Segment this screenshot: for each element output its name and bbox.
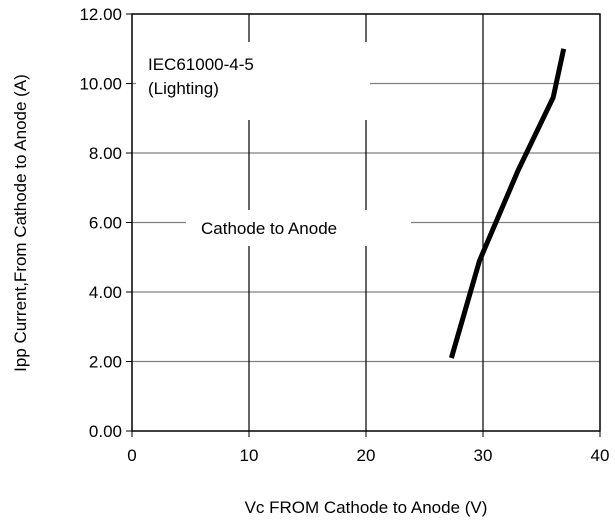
tick-labels: 0.00 2.00 4.00 6.00 8.00 10.00 12.00 0 10 20 30 40 [79,5,609,465]
x-axis-label: Vc FROM Cathode to Anode (V) [245,498,488,517]
y-tick-label: 2.00 [89,353,122,372]
y-tick-label: 10.00 [79,75,122,94]
series-line [448,48,567,359]
y-axis-label: Ipp Current,From Cathode to Anode (A) [11,74,30,372]
x-tick-label: 30 [474,446,493,465]
y-tick-label: 8.00 [89,144,122,163]
x-tick-label: 0 [127,446,136,465]
annotation-iec-standard: IEC61000-4-5 [148,55,254,74]
y-tick-label: 12.00 [79,5,122,24]
x-tick-label: 10 [240,446,259,465]
y-tick-label: 4.00 [89,283,122,302]
x-tick-label: 40 [591,446,610,465]
annotation-lighting: (Lighting) [148,79,219,98]
y-tick-label: 0.00 [89,422,122,441]
series-layer [448,48,567,359]
x-tick-label: 20 [357,446,376,465]
y-tick-label: 6.00 [89,214,122,233]
annotation-box-iec [136,42,370,120]
annotation-cathode-to-anode: Cathode to Anode [201,219,337,238]
annotation-box-cathode [186,210,411,246]
